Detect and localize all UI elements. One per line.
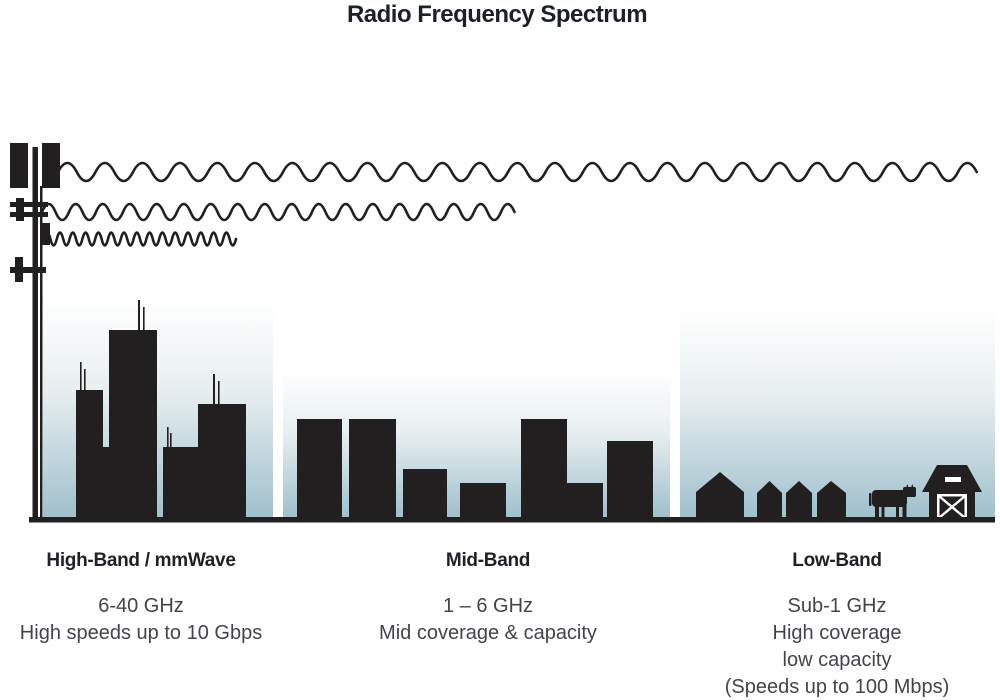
highband-skyscrapers [76,300,246,517]
house-icon [786,481,812,517]
high-band-short-wave [42,231,238,247]
highband-label-block: High-Band / mmWave 6-40 GHz High speeds … [20,550,262,647]
lowband-speed: (Speeds up to 100 Mbps) [724,676,950,698]
house-icon [817,481,846,517]
page-title: Radio Frequency Spectrum [346,1,648,28]
lowband-coverage: High coverage [772,622,902,644]
ground-line [29,517,995,523]
midband-buildings [297,419,653,517]
midband-frequency: 1 – 6 GHz [442,595,534,617]
cow-icon [869,484,916,517]
midband-label-block: Mid-Band 1 – 6 GHz Mid coverage & capaci… [379,550,597,647]
highband-heading: High-Band / mmWave [46,550,236,571]
midband-heading: Mid-Band [445,550,531,571]
radio-waves [40,161,979,247]
cell-tower-icon [10,143,60,517]
low-band-long-wave [56,161,979,183]
highband-description: High speeds up to 10 Gbps [19,622,263,644]
lowband-frequency: Sub-1 GHz [787,595,887,617]
highband-frequency: 6-40 GHz [98,595,184,617]
mid-band-medium-wave [40,202,516,222]
lowband-label-block: Low-Band Sub-1 GHz High coverage low cap… [725,550,950,700]
lowband-heading: Low-Band [792,550,882,571]
barn-icon [922,465,982,519]
lowband-capacity: low capacity [782,649,892,671]
house-icon [757,481,782,517]
lowband-farm [696,465,982,519]
house-icon [696,472,744,517]
spectrum-illustration [10,143,995,523]
midband-description: Mid coverage & capacity [379,622,597,644]
